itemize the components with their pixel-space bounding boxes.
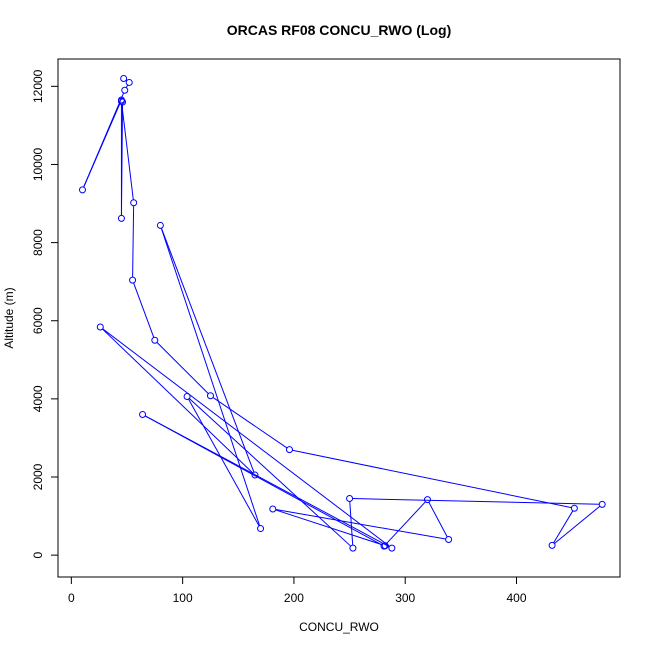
series-segment	[188, 398, 260, 527]
data-point	[423, 496, 431, 504]
series-segment	[275, 509, 383, 546]
data-point	[381, 542, 389, 550]
y-axis-label: Altitude (m)	[2, 287, 16, 348]
data-point	[570, 504, 578, 512]
data-point	[78, 186, 86, 194]
y-tick-label: 8000	[31, 229, 45, 256]
data-point	[139, 410, 147, 418]
x-tick-label: 400	[506, 591, 526, 605]
data-point	[183, 393, 191, 401]
series-segment	[292, 449, 572, 509]
series-lines	[83, 79, 601, 548]
series-segment	[428, 502, 448, 538]
data-point	[121, 86, 129, 94]
series-segment	[160, 228, 261, 526]
data-point	[156, 221, 164, 229]
series-segment	[188, 398, 352, 547]
series-segment	[275, 509, 446, 540]
series-segment	[554, 505, 601, 544]
x-tick-label: 100	[173, 591, 193, 605]
data-point	[388, 544, 396, 552]
series-segment	[349, 501, 354, 546]
data-point	[548, 541, 556, 549]
series-points	[78, 75, 606, 552]
data-point	[257, 525, 265, 533]
series-segment	[156, 342, 209, 394]
y-tick-label: 12000	[31, 69, 45, 103]
data-point	[598, 500, 606, 508]
data-point	[151, 336, 159, 344]
y-tick-label: 4000	[31, 385, 45, 412]
data-point	[129, 276, 137, 284]
data-point	[120, 75, 128, 83]
y-axis: 0 2000 4000 6000 8000 10000 12000	[31, 69, 59, 558]
series-segment	[83, 102, 121, 188]
x-tick-label: 0	[68, 591, 75, 605]
data-point	[269, 505, 277, 513]
x-tick-label: 200	[284, 591, 304, 605]
data-point	[349, 544, 357, 552]
y-tick-label: 2000	[31, 463, 45, 490]
data-point	[346, 494, 354, 502]
y-tick-label: 0	[31, 551, 45, 558]
data-point	[117, 97, 125, 105]
series-segment	[133, 282, 155, 338]
series-segment	[385, 501, 426, 545]
series-segment	[102, 328, 254, 474]
series-segment	[121, 104, 134, 200]
y-tick-label: 10000	[31, 147, 45, 181]
data-point	[125, 78, 133, 86]
data-point	[251, 471, 259, 479]
data-point	[119, 98, 127, 106]
series-segment	[212, 397, 288, 449]
series-segment	[352, 498, 600, 505]
series-segment	[132, 205, 135, 278]
series-segment	[144, 415, 382, 546]
y-tick-label: 6000	[31, 307, 45, 334]
series-segment	[553, 510, 574, 544]
x-axis-label: CONCU_RWO	[299, 620, 379, 634]
x-axis: 0 100 200 300 400	[68, 576, 527, 605]
data-point	[445, 535, 453, 543]
data-point	[206, 392, 214, 400]
data-point	[96, 323, 104, 331]
data-point	[285, 446, 293, 454]
data-point	[130, 199, 138, 207]
chart-title: ORCAS RF08 CONCU_RWO (Log)	[227, 22, 452, 38]
data-point	[117, 214, 125, 222]
series-segment	[102, 328, 390, 547]
x-tick-label: 300	[395, 591, 415, 605]
